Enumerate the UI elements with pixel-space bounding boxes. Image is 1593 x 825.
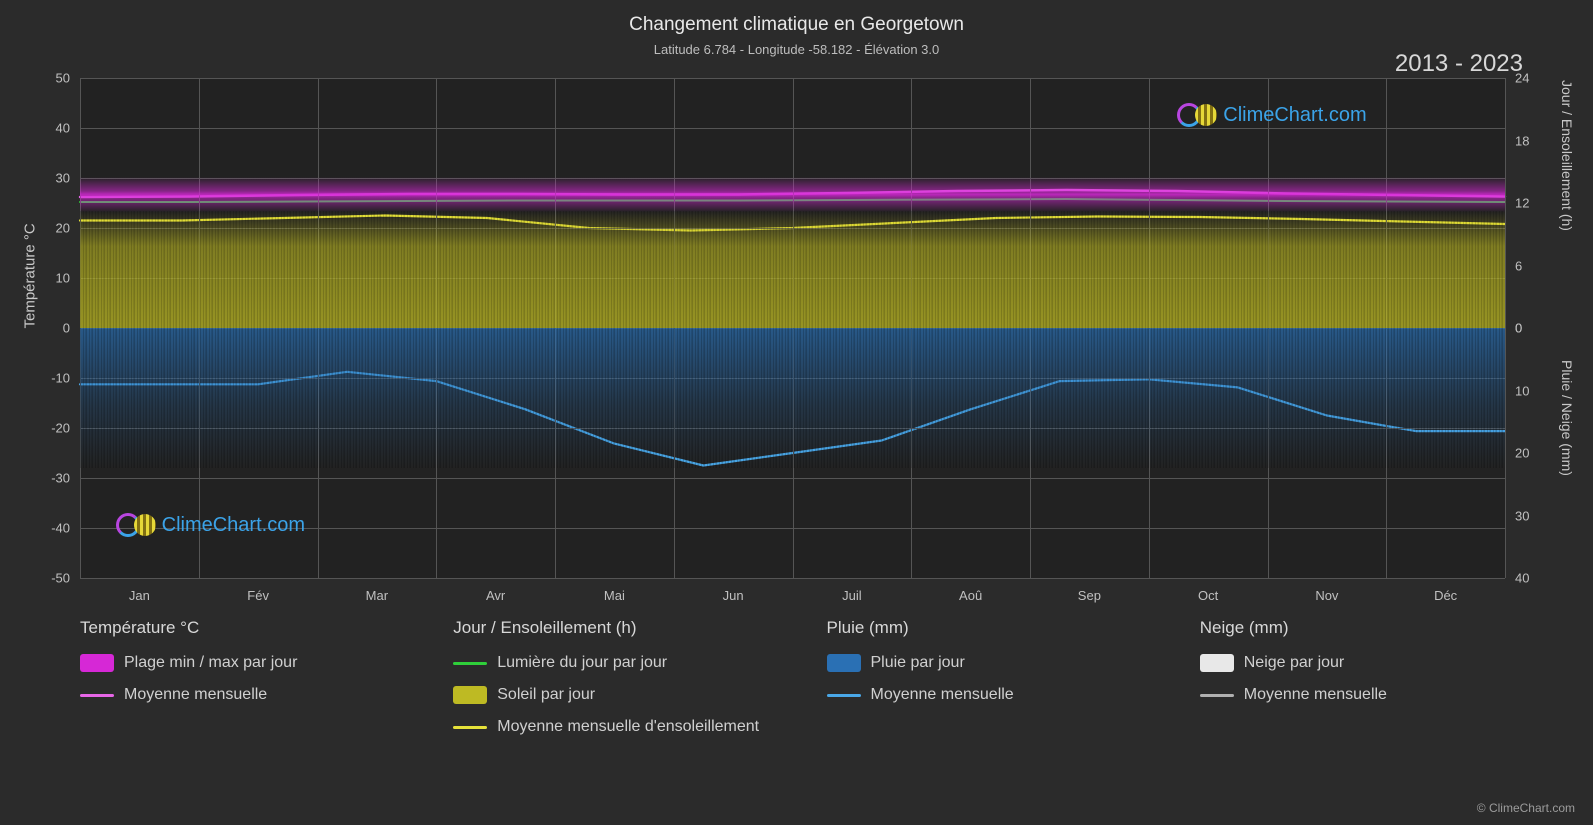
x-month-tick: Avr [486, 588, 505, 603]
legend-title: Pluie (mm) [827, 618, 1140, 638]
legend-col-temperature: Température °C Plage min / max par jour M… [80, 618, 393, 750]
legend-label: Lumière du jour par jour [497, 654, 667, 672]
legend-col-rain: Pluie (mm) Pluie par jour Moyenne mensuel… [827, 618, 1140, 750]
x-month-tick: Juil [842, 588, 862, 603]
logo-sun-icon [134, 514, 156, 536]
legend-item: Moyenne mensuelle [827, 686, 1140, 704]
brand-watermark: ClimeChart.com [1177, 103, 1366, 127]
legend-col-daylight: Jour / Ensoleillement (h) Lumière du jou… [453, 618, 766, 750]
legend-title: Jour / Ensoleillement (h) [453, 618, 766, 638]
legend-title: Neige (mm) [1200, 618, 1513, 638]
legend-item: Soleil par jour [453, 686, 766, 704]
legend-item: Moyenne mensuelle d'ensoleillement [453, 718, 766, 736]
rain-band [80, 328, 1505, 468]
legend-label: Moyenne mensuelle [871, 686, 1014, 704]
legend-line-swatch [1200, 694, 1234, 697]
legend-label: Moyenne mensuelle [124, 686, 267, 704]
grid-h [80, 578, 1505, 579]
y-left-tick: 0 [30, 321, 70, 336]
x-month-tick: Jun [723, 588, 744, 603]
x-month-tick: Oct [1198, 588, 1218, 603]
legend-label: Moyenne mensuelle d'ensoleillement [497, 718, 759, 736]
y-right-top-tick: 6 [1515, 258, 1555, 273]
year-range: 2013 - 2023 [1395, 50, 1523, 78]
plot-area: 50403020100-10-20-30-40-5006121824010203… [80, 78, 1505, 578]
legend-item: Plage min / max par jour [80, 654, 393, 672]
grid-v [1505, 78, 1506, 578]
brand-text: ClimeChart.com [1223, 104, 1366, 127]
legend-line-swatch [453, 662, 487, 665]
y-right-top-tick: 24 [1515, 71, 1555, 86]
y-left-tick: -10 [30, 371, 70, 386]
chart-title: Changement climatique en Georgetown [0, 14, 1593, 36]
legend-line-swatch [827, 694, 861, 697]
legend-block-swatch [1200, 654, 1234, 672]
y-right-top-label: Jour / Ensoleillement (h) [1559, 80, 1575, 231]
y-left-tick: -40 [30, 521, 70, 536]
legend-label: Pluie par jour [871, 654, 965, 672]
legend-item: Lumière du jour par jour [453, 654, 766, 672]
legend-item: Pluie par jour [827, 654, 1140, 672]
y-left-tick: 30 [30, 171, 70, 186]
y-left-tick: 50 [30, 71, 70, 86]
y-right-bottom-label: Pluie / Neige (mm) [1559, 360, 1575, 476]
legend: Température °C Plage min / max par jour M… [80, 618, 1513, 750]
x-month-tick: Mai [604, 588, 625, 603]
x-month-tick: Jan [129, 588, 150, 603]
legend-line-swatch [80, 694, 114, 697]
legend-col-snow: Neige (mm) Neige par jour Moyenne mensuel… [1200, 618, 1513, 750]
y-left-tick: -30 [30, 471, 70, 486]
legend-label: Moyenne mensuelle [1244, 686, 1387, 704]
x-month-tick: Déc [1434, 588, 1457, 603]
legend-item: Moyenne mensuelle [80, 686, 393, 704]
y-right-top-tick: 12 [1515, 196, 1555, 211]
sunshine-band [80, 211, 1505, 329]
legend-label: Neige par jour [1244, 654, 1345, 672]
brand-watermark: ClimeChart.com [116, 513, 305, 537]
x-month-tick: Aoû [959, 588, 982, 603]
legend-item: Neige par jour [1200, 654, 1513, 672]
legend-block-swatch [453, 686, 487, 704]
legend-title: Température °C [80, 618, 393, 638]
brand-text: ClimeChart.com [162, 514, 305, 537]
temperature-band [80, 177, 1505, 212]
y-left-tick: 40 [30, 121, 70, 136]
y-right-bottom-tick: 30 [1515, 508, 1555, 523]
y-left-tick: 20 [30, 221, 70, 236]
climate-chart: Changement climatique en Georgetown Lati… [0, 0, 1593, 825]
x-month-tick: Nov [1315, 588, 1338, 603]
legend-label: Plage min / max par jour [124, 654, 297, 672]
legend-block-swatch [80, 654, 114, 672]
x-month-tick: Mar [366, 588, 388, 603]
logo-sun-icon [1195, 104, 1217, 126]
legend-label: Soleil par jour [497, 686, 595, 704]
y-left-tick: -20 [30, 421, 70, 436]
y-right-bottom-tick: 20 [1515, 446, 1555, 461]
legend-item: Moyenne mensuelle [1200, 686, 1513, 704]
y-right-top-tick: 18 [1515, 133, 1555, 148]
y-right-bottom-tick: 10 [1515, 383, 1555, 398]
x-month-tick: Sep [1078, 588, 1101, 603]
y-left-tick: 10 [30, 271, 70, 286]
legend-line-swatch [453, 726, 487, 729]
legend-block-swatch [827, 654, 861, 672]
copyright: © ClimeChart.com [1477, 801, 1575, 815]
y-left-tick: -50 [30, 571, 70, 586]
chart-subtitle: Latitude 6.784 - Longitude -58.182 - Élé… [0, 42, 1593, 57]
x-month-tick: Fév [247, 588, 269, 603]
y-right-bottom-tick: 40 [1515, 571, 1555, 586]
y-right-bottom-tick: 0 [1515, 321, 1555, 336]
